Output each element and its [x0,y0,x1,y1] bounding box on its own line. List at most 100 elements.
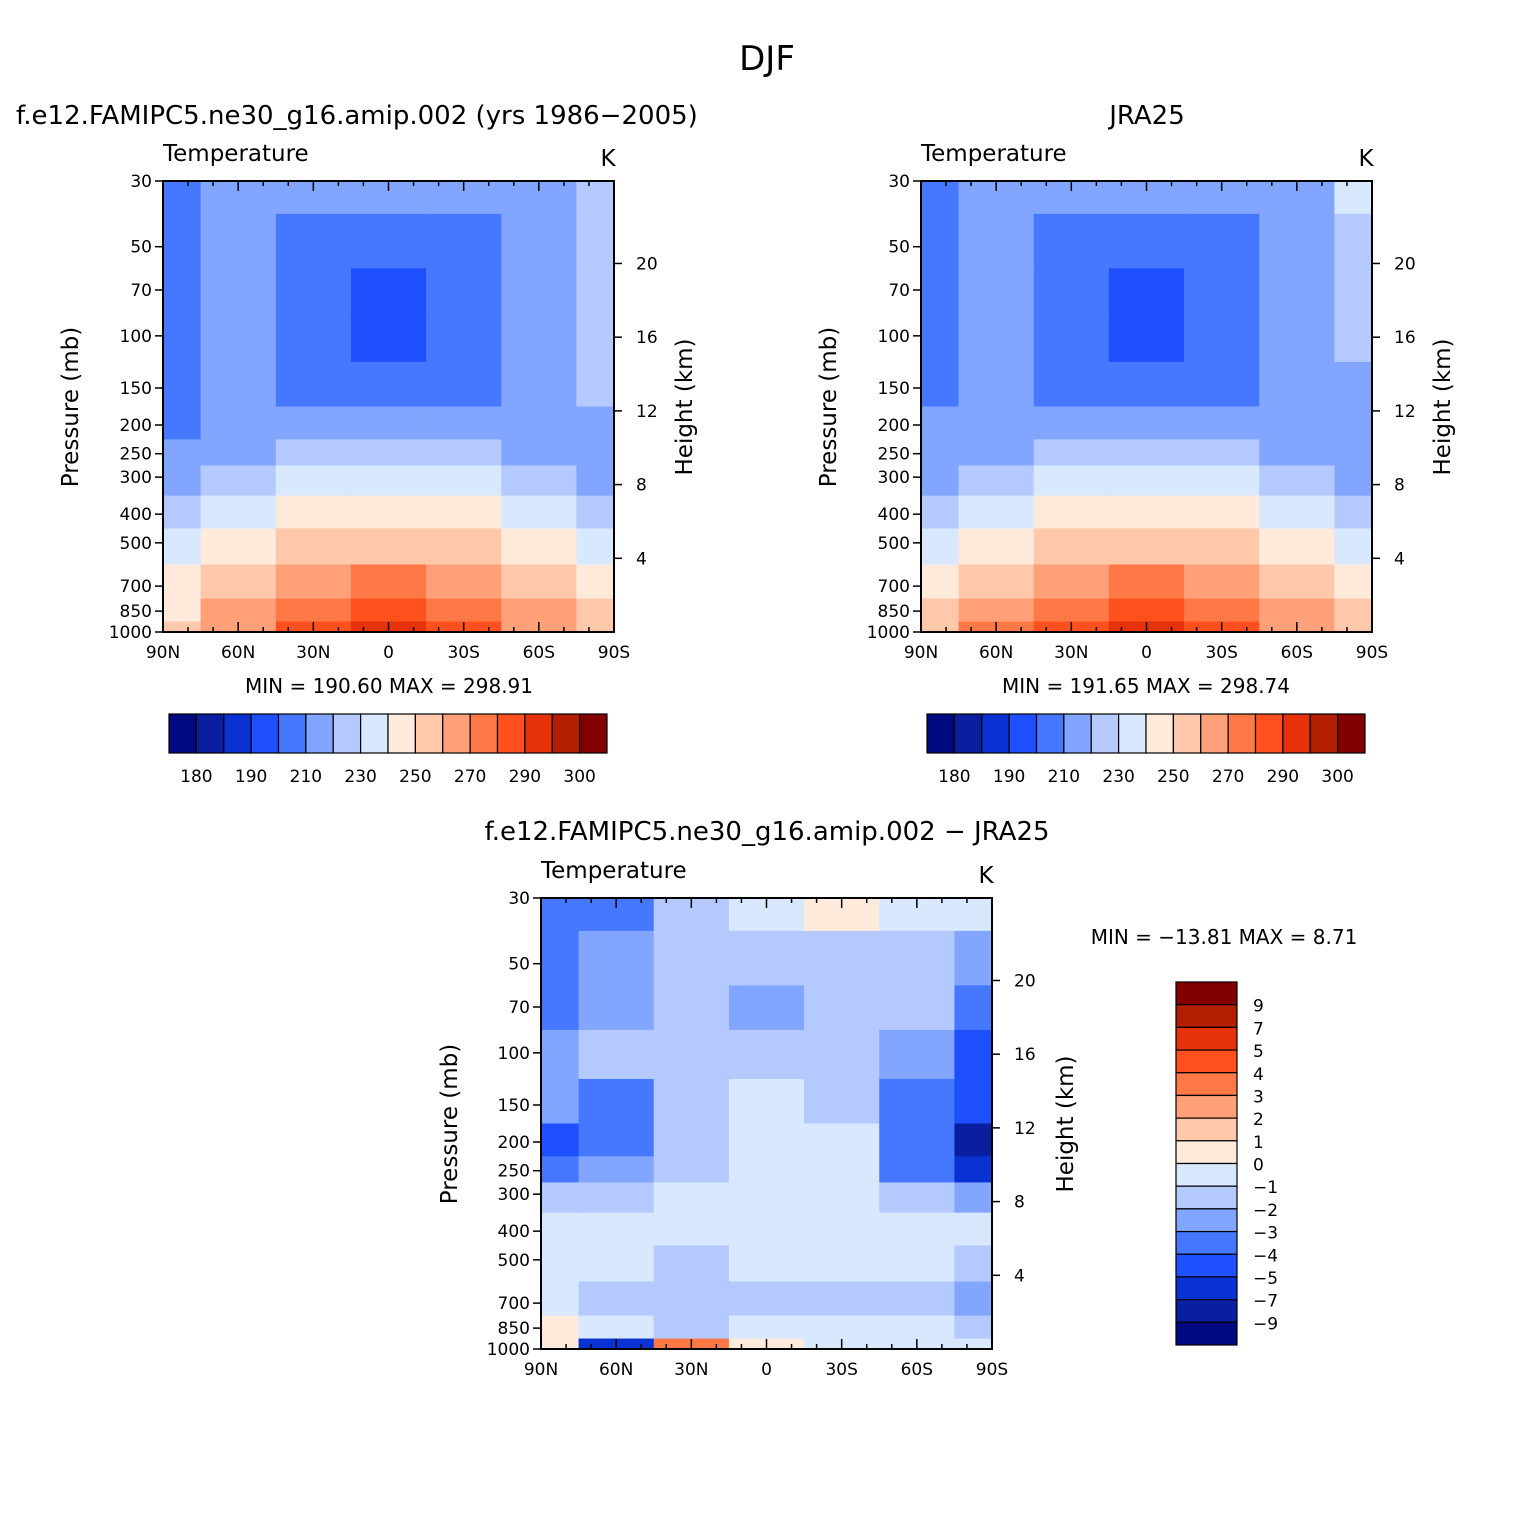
colorbar-swatch [1175,1299,1238,1323]
heatmap-cell [1259,598,1335,623]
y2-tick-label: 4 [1014,1266,1025,1286]
heatmap-cell [426,361,502,407]
heatmap-cell [1108,268,1185,314]
heatmap-cell [578,1029,655,1080]
y2-tick-label: 20 [1394,254,1416,274]
heatmap-cell [954,1182,993,1214]
heatmap-cell [804,930,880,986]
heatmap-cell [200,598,277,623]
heatmap-cell [804,985,880,1031]
heatmap-cell [576,439,615,466]
heatmap-cell [576,181,615,215]
y2-tick-label: 12 [1014,1119,1036,1139]
heatmap-cell [1108,312,1185,363]
left-label: Temperature [162,141,309,167]
y-tick-label: 850 [498,1319,530,1339]
heatmap-cell [163,621,202,633]
colorbar-swatch [551,713,581,754]
heatmap-cell [653,1315,730,1340]
heatmap-cell [275,465,352,497]
y-tick-label: 250 [878,445,910,465]
colorbar-swatch [524,713,553,754]
heatmap-cell [728,1029,805,1080]
heatmap-cell [578,985,655,1031]
y2-tick-label: 16 [1014,1045,1036,1065]
heatmap-cell [921,564,960,600]
colorbar-swatch [496,713,526,754]
colorbar-swatch [1118,713,1147,754]
colorbar-swatch [1175,1185,1238,1210]
y-tick-label: 30 [888,172,910,192]
y-tick-label: 700 [120,577,152,597]
heatmap-cell [200,312,277,363]
panel-title: f.e12.FAMIPC5.ne30_g16.amip.002 − JRA25 [484,817,1049,847]
heatmap-cell [653,930,730,986]
left-label: Temperature [540,858,687,884]
heatmap-cell [163,213,202,269]
heatmap-cell [1334,312,1373,363]
heatmap-cell [426,465,502,497]
heatmap-cell [804,1123,880,1157]
units-label: K [978,863,994,889]
heatmap-cell [1108,528,1185,565]
heatmap-cell [954,1123,993,1157]
heatmap-cell [954,1212,993,1247]
y-tick-label: 700 [878,577,910,597]
x-tick-label: 90N [904,643,938,663]
x-tick-label: 0 [383,643,394,663]
y-tick-label: 700 [498,1294,530,1314]
heatmap-cell [350,361,427,407]
y2-tick-label: 8 [636,476,647,496]
heatmap-cell [350,465,427,497]
y2-tick-label: 12 [1394,402,1416,422]
heatmap-cell [578,1281,655,1317]
y2-axis-label: Height (km) [1430,338,1456,475]
colorbar-swatch [277,713,307,754]
colorbar-swatch [1175,1321,1238,1346]
heatmap-cell [200,213,277,269]
colorbar-label: 250 [1157,767,1189,787]
heatmap-cell [350,564,427,600]
colorbar-swatch [1175,1049,1238,1074]
heatmap-cell [1259,406,1335,440]
colorbar-swatch [223,713,252,754]
heatmap-cell [426,312,502,363]
colorbar-swatch [1175,1140,1238,1165]
heatmap-cell [921,528,960,565]
x-tick-label: 30S [1205,643,1237,663]
heatmap-cell [578,1123,655,1157]
heatmap-cell [1259,268,1335,314]
heatmap-cell [653,1029,730,1080]
heatmap-cell [163,181,202,215]
heatmap-cell [1259,528,1335,565]
heatmap-cell [653,1156,730,1183]
colorbar-label: 2 [1253,1110,1264,1130]
heatmap-cell [275,213,352,269]
heatmap-cell [541,1212,580,1247]
heatmap-cell [879,1182,955,1214]
heatmap-cell [1334,361,1373,407]
y-tick-label: 70 [888,281,910,301]
heatmap-cell [921,465,960,497]
heatmap-cell [958,528,1035,565]
heatmap-cell [1033,495,1110,530]
heatmap-cell [163,312,202,363]
heatmap-cell [163,465,202,497]
colorbar-label: 1 [1253,1133,1264,1153]
heatmap-cell [541,1078,580,1124]
y-tick-label: 300 [498,1185,530,1205]
heatmap-cell [1033,598,1110,623]
colorbar-label: −7 [1253,1292,1278,1312]
heatmap-cell [163,268,202,314]
heatmap-cell [879,985,955,1031]
heatmap-cell [1184,312,1260,363]
heatmap-cell [576,495,615,530]
heatmap-cell [653,985,730,1031]
heatmap-cell [1259,465,1335,497]
y-tick-label: 300 [878,468,910,488]
heatmap-cell [804,1281,880,1317]
colorbar-label: 180 [938,767,970,787]
x-tick-label: 90S [598,643,630,663]
heatmap-cell [541,898,580,932]
y-axis-label: Pressure (mb) [816,327,842,487]
